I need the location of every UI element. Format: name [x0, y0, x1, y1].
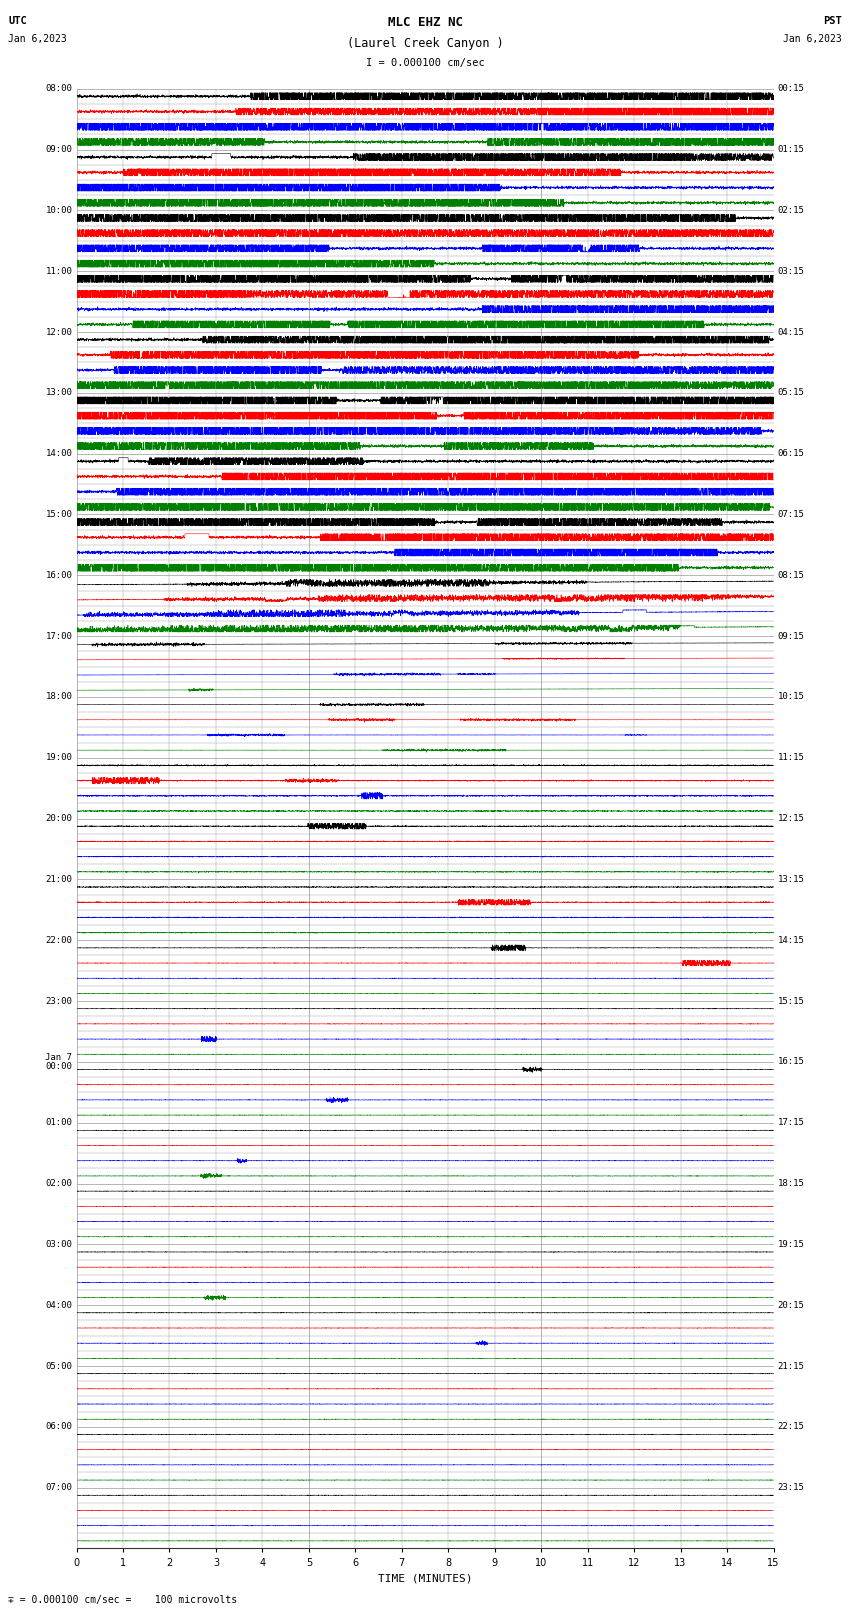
Text: ∓ = 0.000100 cm/sec =    100 microvolts: ∓ = 0.000100 cm/sec = 100 microvolts: [8, 1595, 238, 1605]
Text: 08:00: 08:00: [45, 84, 72, 94]
Text: 16:15: 16:15: [778, 1058, 805, 1066]
X-axis label: TIME (MINUTES): TIME (MINUTES): [377, 1573, 473, 1582]
Text: 11:15: 11:15: [778, 753, 805, 763]
Text: 22:15: 22:15: [778, 1423, 805, 1431]
Text: I = 0.000100 cm/sec: I = 0.000100 cm/sec: [366, 58, 484, 68]
Text: 02:15: 02:15: [778, 206, 805, 215]
Text: 21:15: 21:15: [778, 1361, 805, 1371]
Text: 00:15: 00:15: [778, 84, 805, 94]
Text: 12:15: 12:15: [778, 815, 805, 823]
Text: 05:00: 05:00: [45, 1361, 72, 1371]
Text: PST: PST: [823, 16, 842, 26]
Text: 10:15: 10:15: [778, 692, 805, 702]
Text: MLC EHZ NC: MLC EHZ NC: [388, 16, 462, 29]
Text: 18:15: 18:15: [778, 1179, 805, 1189]
Text: 13:00: 13:00: [45, 389, 72, 397]
Text: 07:15: 07:15: [778, 510, 805, 519]
Text: 19:00: 19:00: [45, 753, 72, 763]
Text: 00:00: 00:00: [45, 1061, 72, 1071]
Text: 09:00: 09:00: [45, 145, 72, 153]
Text: 05:15: 05:15: [778, 389, 805, 397]
Text: 22:00: 22:00: [45, 936, 72, 945]
Text: 19:15: 19:15: [778, 1240, 805, 1248]
Text: Jan 6,2023: Jan 6,2023: [8, 34, 67, 44]
Text: 09:15: 09:15: [778, 632, 805, 640]
Text: 03:15: 03:15: [778, 266, 805, 276]
Text: 06:00: 06:00: [45, 1423, 72, 1431]
Text: 02:00: 02:00: [45, 1179, 72, 1189]
Text: Jan 7: Jan 7: [45, 1053, 72, 1061]
Text: 10:00: 10:00: [45, 206, 72, 215]
Text: 20:00: 20:00: [45, 815, 72, 823]
Text: 07:00: 07:00: [45, 1484, 72, 1492]
Text: 15:00: 15:00: [45, 510, 72, 519]
Text: 20:15: 20:15: [778, 1300, 805, 1310]
Text: 04:00: 04:00: [45, 1300, 72, 1310]
Text: 23:15: 23:15: [778, 1484, 805, 1492]
Text: 18:00: 18:00: [45, 692, 72, 702]
Text: 01:00: 01:00: [45, 1118, 72, 1127]
Text: 17:00: 17:00: [45, 632, 72, 640]
Text: Jan 6,2023: Jan 6,2023: [783, 34, 842, 44]
Text: 03:00: 03:00: [45, 1240, 72, 1248]
Text: 06:15: 06:15: [778, 448, 805, 458]
Text: 12:00: 12:00: [45, 327, 72, 337]
Text: 11:00: 11:00: [45, 266, 72, 276]
Text: 17:15: 17:15: [778, 1118, 805, 1127]
Text: 14:00: 14:00: [45, 448, 72, 458]
Text: 01:15: 01:15: [778, 145, 805, 153]
Text: 08:15: 08:15: [778, 571, 805, 579]
Text: 21:00: 21:00: [45, 874, 72, 884]
Text: (Laurel Creek Canyon ): (Laurel Creek Canyon ): [347, 37, 503, 50]
Text: 23:00: 23:00: [45, 997, 72, 1005]
Text: UTC: UTC: [8, 16, 27, 26]
Text: 15:15: 15:15: [778, 997, 805, 1005]
Text: 04:15: 04:15: [778, 327, 805, 337]
Text: 13:15: 13:15: [778, 874, 805, 884]
Text: 16:00: 16:00: [45, 571, 72, 579]
Text: 14:15: 14:15: [778, 936, 805, 945]
